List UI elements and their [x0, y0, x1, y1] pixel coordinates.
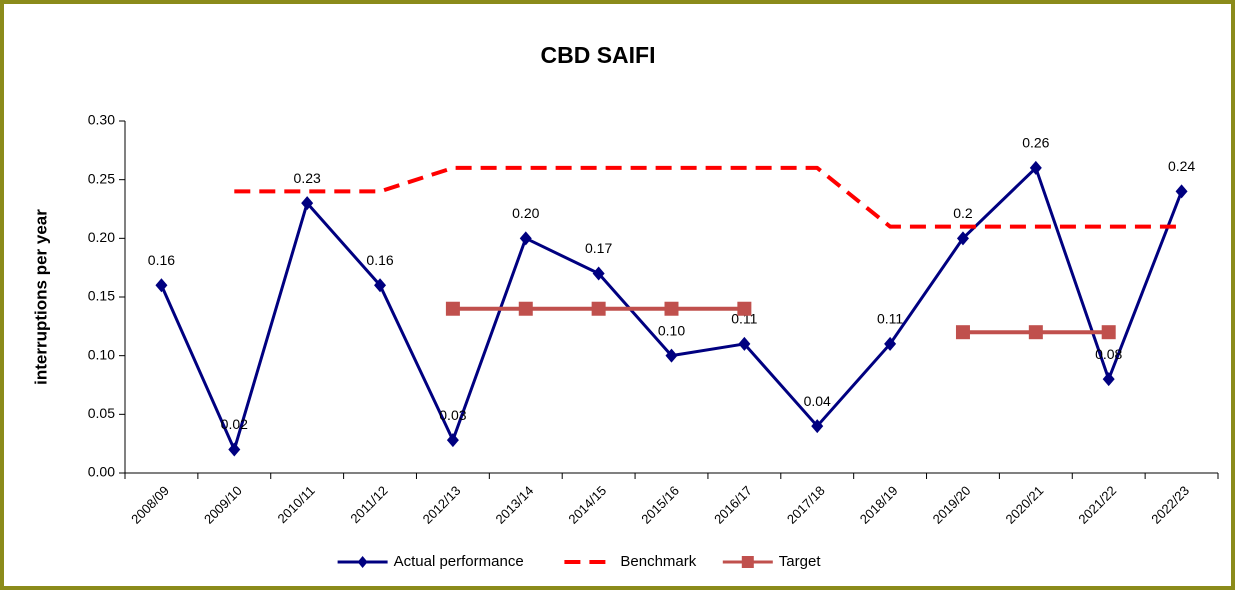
point [374, 278, 387, 293]
y-tick-label: 0.05 [88, 405, 115, 421]
legend-label: Target [779, 553, 822, 570]
data-label: 0.17 [585, 240, 612, 256]
point [301, 196, 314, 211]
data-label: 0.24 [1168, 158, 1195, 174]
data-label: 0.23 [294, 170, 321, 186]
y-tick-label: 0.25 [88, 170, 115, 186]
data-label: 0.2 [953, 205, 973, 221]
y-axis-label: interruptions per year [31, 209, 50, 385]
data-label: 0.26 [1022, 135, 1049, 151]
series-line [234, 165, 1182, 229]
data-label: 0.04 [804, 393, 831, 409]
point [591, 301, 606, 316]
data-label: 0.16 [148, 252, 175, 268]
data-label: 0.16 [366, 252, 393, 268]
point [664, 301, 679, 316]
data-label: 0.08 [1095, 346, 1122, 362]
point [592, 266, 605, 281]
point [1101, 325, 1116, 340]
point [519, 231, 532, 246]
point [1175, 184, 1188, 199]
point [1102, 372, 1115, 387]
data-label: 0.10 [658, 322, 685, 338]
data-label: 0.20 [512, 205, 539, 221]
legend-label: Benchmark [620, 553, 696, 570]
point [955, 325, 970, 340]
point [884, 336, 897, 351]
y-tick-label: 0.30 [88, 112, 115, 128]
y-tick-label: 0.15 [88, 288, 115, 304]
y-tick-label: 0.20 [88, 229, 115, 245]
point [228, 442, 241, 457]
data-label: 0.11 [877, 311, 903, 327]
legend-marker [357, 556, 368, 568]
y-tick-label: 0.00 [88, 464, 115, 480]
point [1028, 325, 1043, 340]
point [811, 419, 824, 434]
point [1029, 160, 1042, 175]
point [738, 336, 751, 351]
point [155, 278, 168, 293]
point [665, 348, 678, 363]
y-tick-label: 0.10 [88, 346, 115, 362]
data-label: 0.03 [439, 407, 466, 423]
data-label: 0.02 [221, 416, 248, 432]
point [446, 433, 459, 448]
point [445, 301, 460, 316]
legend-marker [741, 556, 754, 568]
point [956, 231, 969, 246]
point [737, 301, 752, 316]
point [518, 301, 533, 316]
chart-title: CBD SAIFI [541, 42, 656, 68]
legend-label: Actual performance [394, 553, 524, 570]
